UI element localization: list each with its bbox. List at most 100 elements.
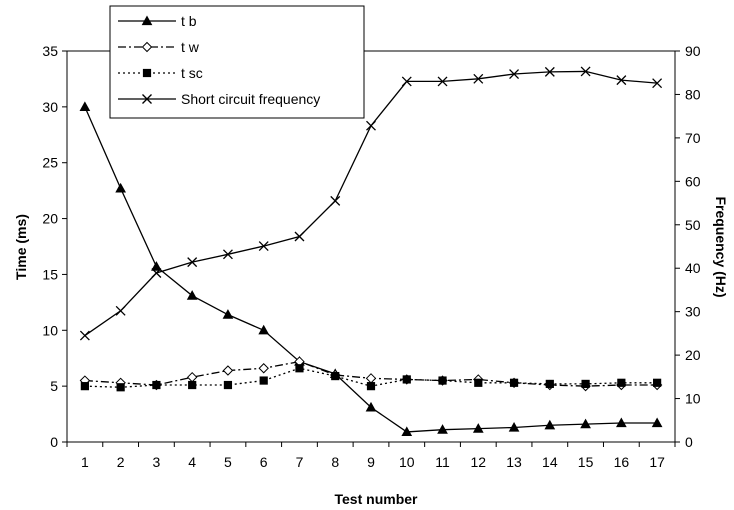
diamond-marker	[222, 365, 234, 376]
x-marker	[151, 268, 162, 278]
triangle-marker	[365, 401, 377, 412]
left-tick-label: 0	[50, 434, 58, 450]
x-tick-label: 11	[435, 454, 450, 470]
triangle-marker	[401, 426, 413, 437]
legend-label: t w	[181, 39, 200, 55]
legend-label: Short circuit frequency	[181, 91, 320, 107]
square-marker	[366, 382, 376, 391]
triangle-marker	[580, 418, 591, 429]
x-tick-label: 1	[81, 454, 89, 470]
x-marker	[652, 78, 663, 89]
y2-axis-title: Frequency (Hz)	[713, 196, 729, 297]
right-tick-label: 40	[685, 260, 701, 276]
right-tick-label: 20	[685, 347, 701, 363]
x-marker	[222, 249, 233, 260]
square-marker	[223, 380, 233, 390]
x-tick-label: 5	[224, 454, 232, 470]
triangle-marker	[141, 15, 153, 26]
square-marker	[581, 379, 590, 389]
right-tick-label: 0	[685, 434, 693, 450]
square-marker	[402, 375, 411, 384]
x-marker	[258, 241, 269, 252]
square-marker	[331, 371, 340, 381]
x-marker	[580, 66, 591, 77]
plot-border	[66, 50, 676, 443]
triangle-marker	[544, 419, 556, 430]
x-tick-label: 8	[331, 454, 339, 470]
legend-item: t sc	[118, 65, 203, 81]
x-marker	[437, 76, 448, 87]
triangle-marker	[437, 424, 448, 434]
left-tick-label: 30	[42, 99, 58, 115]
triangle-marker	[79, 101, 91, 111]
legend-label: t b	[181, 13, 197, 29]
x-axis: 1 2 3 4 5 6 7 8 9 10 11 12 13 14 15 16 17	[66, 442, 676, 470]
square-marker	[152, 380, 161, 390]
left-tick-label: 10	[42, 322, 58, 338]
right-tick-label: 10	[685, 391, 701, 407]
x-tick-label: 4	[188, 454, 196, 470]
right-tick-label: 70	[685, 130, 701, 146]
left-tick-label: 25	[42, 155, 58, 171]
diamond-marker	[365, 373, 377, 384]
triangle-marker	[186, 290, 198, 300]
x-tick-label: 15	[578, 454, 594, 470]
triangle-marker	[651, 417, 663, 428]
plot-area	[66, 50, 676, 443]
x-tick-label: 12	[471, 454, 487, 470]
x-tick-label: 7	[296, 454, 304, 470]
triangle-marker	[508, 421, 520, 432]
diamond-marker	[186, 371, 198, 383]
legend-item: t w	[118, 39, 200, 55]
square-marker	[438, 376, 447, 385]
diamond-marker	[141, 41, 153, 53]
right-tick-label: 80	[685, 86, 701, 102]
triangle-marker	[472, 423, 484, 433]
x-marker	[616, 75, 627, 86]
square-marker	[474, 378, 483, 387]
x-marker	[401, 76, 412, 87]
square-marker	[617, 378, 626, 387]
legend: t b t w t sc Short circuit frequency	[109, 5, 365, 119]
square-marker	[509, 378, 519, 387]
triangle-marker	[616, 417, 627, 428]
y-axis-title: Time (ms)	[13, 214, 29, 280]
square-marker	[295, 364, 304, 373]
x-axis-title: Test number	[335, 491, 419, 507]
series-short-circuit-frequency	[79, 66, 663, 341]
x-tick-label: 14	[542, 454, 558, 470]
triangle-marker	[258, 324, 270, 335]
legend-label: t sc	[181, 65, 203, 81]
square-marker	[545, 379, 554, 389]
x-tick-label: 17	[649, 454, 665, 470]
left-tick-label: 15	[42, 266, 58, 282]
left-tick-label: 20	[42, 211, 58, 227]
x-marker	[79, 330, 90, 341]
series-layer	[79, 66, 663, 437]
square-marker	[142, 68, 152, 78]
x-tick-label: 3	[153, 454, 161, 470]
triangle-marker	[151, 261, 162, 271]
x-tick-label: 16	[614, 454, 630, 470]
left-tick-label: 35	[42, 43, 58, 59]
left-axis: 0 5 10 15 20 25 30 35	[42, 43, 67, 450]
x-tick-label: 10	[399, 454, 415, 470]
square-marker	[188, 380, 197, 390]
x-marker	[142, 94, 152, 104]
right-axis: 0 10 20 30 40 50 60 70 80 90	[675, 43, 701, 450]
x-marker	[115, 305, 126, 316]
series-t-sc	[80, 364, 662, 392]
square-marker	[653, 378, 662, 387]
x-tick-label: 6	[260, 454, 268, 470]
diamond-marker	[258, 363, 269, 374]
triangle-marker	[222, 309, 234, 319]
x-tick-label: 13	[506, 454, 522, 470]
x-marker	[544, 66, 555, 77]
x-tick-label: 9	[367, 454, 375, 470]
x-marker	[366, 120, 376, 131]
x-marker	[509, 69, 520, 79]
x-tick-label: 2	[117, 454, 125, 470]
x-marker	[330, 195, 341, 206]
legend-item: Short circuit frequency	[118, 91, 320, 107]
